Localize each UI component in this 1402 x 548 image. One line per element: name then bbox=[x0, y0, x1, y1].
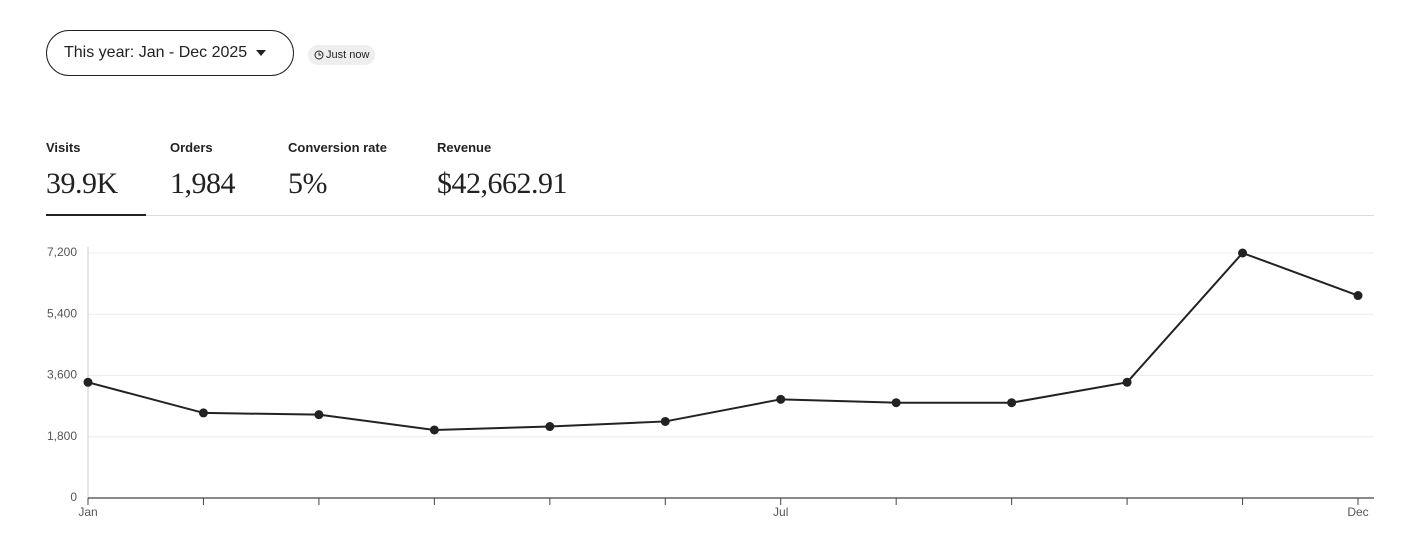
metric-value: $42,662.91 bbox=[437, 167, 568, 200]
updated-badge: Just now bbox=[308, 45, 376, 65]
y-tick-label: 7,200 bbox=[47, 245, 77, 259]
point bbox=[660, 416, 670, 426]
metric-tab[interactable]: Conversion rate 5% bbox=[288, 138, 387, 215]
x-tick-label: Jul bbox=[773, 505, 788, 519]
point bbox=[429, 425, 439, 435]
updated-text: Just now bbox=[326, 49, 370, 61]
dropdown-icon bbox=[256, 50, 267, 56]
y-tick-label: 5,400 bbox=[47, 306, 77, 320]
point bbox=[314, 410, 324, 420]
x-tick-label: Jan bbox=[78, 505, 97, 519]
metric-value: 39.9K bbox=[46, 167, 118, 200]
y-tick-label: 3,600 bbox=[47, 368, 77, 382]
metric-label: Revenue bbox=[437, 140, 492, 155]
point bbox=[1353, 291, 1363, 301]
metric-value: 5% bbox=[288, 167, 327, 200]
point bbox=[891, 398, 901, 408]
metric-label: Visits bbox=[46, 140, 81, 155]
y-tick-label: 1,800 bbox=[47, 429, 77, 443]
point bbox=[198, 408, 208, 418]
point bbox=[1122, 377, 1132, 387]
date-filter[interactable]: This year: Jan - Dec 2025 bbox=[46, 30, 294, 76]
metric-label: Orders bbox=[170, 140, 213, 155]
point bbox=[1238, 248, 1248, 258]
x-tick-label: Dec bbox=[1347, 505, 1368, 519]
clock-icon bbox=[314, 50, 324, 60]
metric-tab[interactable]: Revenue $42,662.91 bbox=[437, 138, 568, 215]
line bbox=[87, 251, 1359, 431]
metric-label: Conversion rate bbox=[288, 140, 387, 155]
metric-value: 1,984 bbox=[170, 167, 236, 200]
point bbox=[83, 377, 93, 387]
metric-tab[interactable]: Visits 39.9K bbox=[46, 138, 146, 216]
y-tick-label: 0 bbox=[70, 490, 77, 504]
metric-tabs: Visits 39.9K Orders 1,984 Conversion rate 5… bbox=[46, 138, 1374, 216]
date-filter-label: This year: Jan - Dec 2025 bbox=[64, 44, 248, 61]
point bbox=[776, 394, 786, 404]
metric-tab[interactable]: Orders 1,984 bbox=[170, 138, 236, 215]
point bbox=[545, 422, 555, 432]
point bbox=[1007, 398, 1017, 408]
